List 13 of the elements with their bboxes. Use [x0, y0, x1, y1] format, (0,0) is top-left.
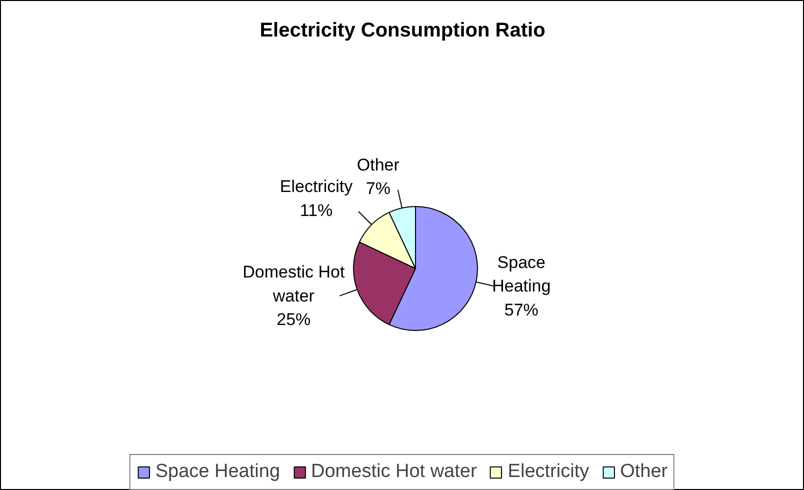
slice-label: Domestic Hot water — [242, 262, 345, 306]
data-label: 57% — [504, 300, 538, 320]
legend-label: Other — [620, 461, 668, 483]
slice-label: Space Heating — [492, 252, 551, 296]
legend-label: Electricity — [508, 461, 590, 483]
legend-label: Space Heating — [155, 461, 280, 483]
legend-label: Domestic Hot water — [311, 461, 477, 483]
data-label: 11% — [300, 200, 333, 220]
chart-title: Electricity Consumption Ratio — [260, 20, 546, 42]
slice-label: Other — [356, 155, 400, 174]
data-label: 7% — [366, 179, 390, 198]
slice-label: Electricity — [280, 177, 354, 196]
data-label: 25% — [276, 310, 311, 330]
